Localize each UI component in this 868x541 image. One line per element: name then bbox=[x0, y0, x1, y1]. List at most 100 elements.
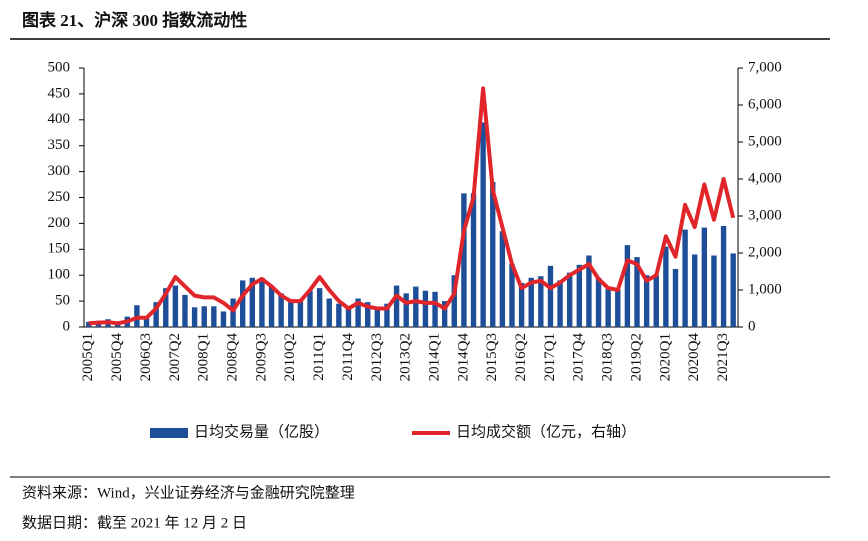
bar bbox=[278, 293, 284, 327]
bar bbox=[268, 286, 275, 327]
bar bbox=[355, 298, 361, 327]
x-tick-label: 2008Q4 bbox=[225, 333, 241, 382]
y-tick-label: 350 bbox=[48, 137, 71, 153]
bar bbox=[682, 229, 688, 327]
bar bbox=[432, 291, 438, 327]
y-tick-label: 50 bbox=[55, 293, 70, 309]
bar bbox=[624, 245, 631, 327]
y2-tick-label: 4,000 bbox=[748, 170, 782, 186]
bar bbox=[230, 298, 236, 327]
bar bbox=[615, 289, 621, 327]
date-note: 数据日期：截至 2021 年 12 月 2 日 bbox=[22, 514, 247, 531]
bar bbox=[451, 275, 457, 327]
legend-label: 日均交易量（亿股） bbox=[194, 422, 329, 440]
bar bbox=[413, 286, 419, 327]
bar bbox=[711, 255, 717, 327]
x-tick-label: 2014Q4 bbox=[455, 333, 471, 382]
bar bbox=[172, 285, 179, 327]
bar bbox=[576, 264, 583, 327]
bar bbox=[518, 282, 525, 327]
y-tick-label: 150 bbox=[48, 241, 71, 257]
y2-tick-label: 3,000 bbox=[748, 207, 782, 223]
x-tick-label: 2008Q1 bbox=[196, 333, 212, 381]
x-tick-label: 2018Q3 bbox=[600, 333, 616, 381]
bar bbox=[605, 288, 611, 327]
bar bbox=[692, 254, 698, 327]
y-tick-label: 450 bbox=[48, 85, 71, 101]
bar bbox=[326, 298, 332, 327]
bar bbox=[663, 246, 669, 327]
x-tick-label: 2016Q2 bbox=[513, 333, 529, 381]
y2-tick-label: 7,000 bbox=[748, 59, 782, 75]
x-tick-label: 2021Q3 bbox=[715, 333, 731, 381]
bar bbox=[297, 300, 304, 327]
y2-tick-label: 0 bbox=[748, 318, 756, 334]
bar bbox=[701, 227, 708, 327]
x-tick-label: 2020Q1 bbox=[657, 333, 673, 381]
bar bbox=[191, 307, 198, 327]
x-tick-label: 2007Q2 bbox=[167, 333, 183, 381]
bar bbox=[528, 277, 534, 327]
bar bbox=[201, 306, 207, 327]
bar bbox=[365, 302, 371, 327]
y-tick-label: 100 bbox=[48, 267, 71, 283]
bar bbox=[345, 307, 352, 327]
bar bbox=[634, 257, 640, 327]
bar bbox=[499, 231, 506, 327]
bar bbox=[211, 306, 217, 327]
bar bbox=[86, 321, 92, 327]
x-tick-label: 2013Q2 bbox=[398, 333, 414, 381]
y2-tick-label: 2,000 bbox=[748, 244, 782, 260]
x-tick-label: 2017Q1 bbox=[542, 333, 558, 381]
bar bbox=[720, 225, 727, 327]
bar bbox=[403, 293, 409, 327]
chart-title: 图表 21、沪深 300 指数流动性 bbox=[22, 10, 247, 30]
y-tick-label: 250 bbox=[48, 189, 71, 205]
y-tick-label: 500 bbox=[48, 59, 71, 75]
bar bbox=[288, 301, 294, 327]
bar bbox=[490, 181, 496, 327]
bar bbox=[653, 275, 659, 327]
bar bbox=[509, 263, 515, 327]
bar bbox=[538, 276, 544, 327]
bar bbox=[422, 290, 429, 327]
bar bbox=[239, 280, 246, 327]
bar bbox=[566, 272, 573, 327]
legend-swatch bbox=[150, 428, 188, 438]
y-tick-label: 0 bbox=[63, 318, 71, 334]
bar bbox=[336, 303, 342, 327]
x-tick-label: 2020Q4 bbox=[686, 333, 702, 382]
source-note: 资料来源：Wind，兴业证券经济与金融研究院整理 bbox=[22, 483, 355, 501]
x-tick-label: 2017Q4 bbox=[571, 333, 587, 382]
x-tick-label: 2015Q3 bbox=[484, 333, 500, 381]
bar bbox=[374, 307, 381, 327]
bar bbox=[393, 285, 400, 327]
x-tick-label: 2012Q3 bbox=[369, 333, 385, 381]
bar bbox=[249, 277, 256, 327]
bar bbox=[441, 301, 448, 327]
bar bbox=[220, 311, 227, 327]
y2-tick-label: 1,000 bbox=[748, 281, 782, 297]
bar bbox=[182, 294, 188, 327]
y2-tick-label: 5,000 bbox=[748, 133, 782, 149]
bar bbox=[470, 193, 477, 327]
x-tick-label: 2011Q1 bbox=[311, 333, 327, 381]
x-tick-label: 2014Q1 bbox=[426, 333, 442, 381]
bar bbox=[672, 268, 679, 327]
bar bbox=[384, 303, 390, 327]
bar bbox=[307, 290, 313, 327]
bar bbox=[730, 253, 736, 327]
legend-label: 日均成交额（亿元，右轴） bbox=[456, 422, 636, 440]
bar bbox=[586, 255, 592, 327]
bar bbox=[461, 193, 467, 327]
x-tick-label: 2010Q2 bbox=[282, 333, 298, 381]
bar bbox=[557, 280, 563, 327]
bar bbox=[316, 288, 323, 327]
bar bbox=[643, 275, 650, 327]
y-tick-label: 400 bbox=[48, 111, 71, 127]
y2-tick-label: 6,000 bbox=[748, 96, 782, 112]
bar bbox=[163, 288, 169, 327]
bar bbox=[153, 302, 159, 327]
x-tick-label: 2011Q4 bbox=[340, 333, 356, 381]
y-tick-label: 300 bbox=[48, 163, 71, 179]
